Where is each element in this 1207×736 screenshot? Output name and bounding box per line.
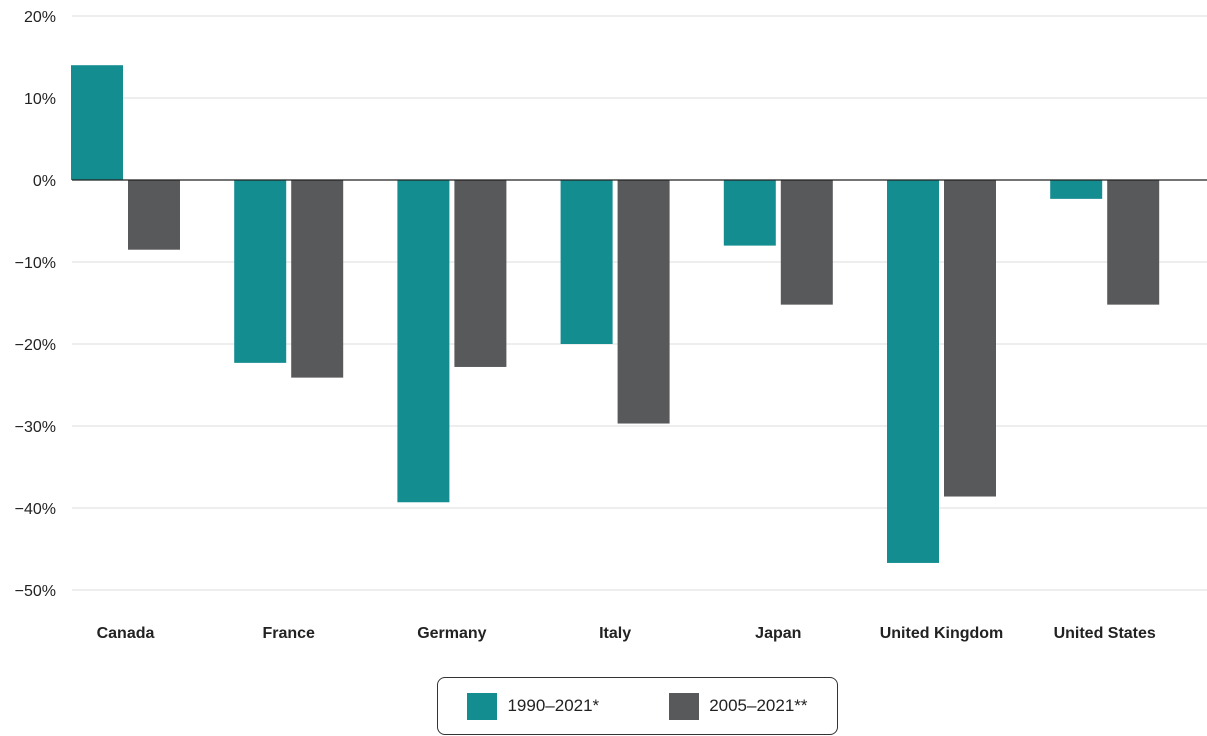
legend-item-series-1: 1990–2021*: [467, 692, 600, 720]
bar-germany-series-2: [454, 180, 507, 367]
x-category-label: United States: [1054, 625, 1156, 642]
x-category-label: Italy: [599, 625, 631, 642]
x-category-label: Germany: [417, 625, 486, 642]
y-tick-label: −20%: [15, 337, 56, 354]
legend-item-series-2: 2005–2021**: [669, 692, 808, 720]
y-tick-label: −40%: [15, 501, 56, 518]
x-axis-categories: Canada France Germany Italy Japan United King…: [97, 625, 1156, 642]
legend-label-series-2: 2005–2021**: [709, 696, 808, 715]
bar-italy-series-2: [617, 180, 670, 424]
legend-label-series-1: 1990–2021*: [507, 696, 600, 715]
legend: 1990–2021* 2005–2021**: [437, 677, 838, 735]
bar-france-series-1: [234, 180, 287, 363]
bar-canada-series-2: [128, 180, 180, 250]
y-tick-label: 0%: [33, 173, 56, 190]
y-tick-label: −30%: [15, 419, 56, 436]
x-category-label: Canada: [97, 625, 155, 642]
bar-france-series-2: [291, 180, 344, 378]
legend-swatch-series-2: [669, 692, 700, 720]
legend-swatch-series-1: [467, 692, 498, 720]
x-category-label: France: [262, 625, 315, 642]
y-axis-ticks: 20% 10% 0% −10% −20% −30% −40% −50%: [15, 9, 56, 600]
bar-united-kingdom-series-2: [944, 180, 996, 497]
bar-united-states-series-2: [1107, 180, 1160, 305]
bar-united-states-series-1: [1050, 180, 1103, 199]
bar-germany-series-1: [397, 180, 450, 503]
bar-chart: 20% 10% 0% −10% −20% −30% −40% −50% Canada Franc…: [15, 9, 1207, 642]
x-category-label: United Kingdom: [880, 625, 1004, 642]
y-tick-label: −50%: [15, 583, 56, 600]
y-tick-label: 20%: [24, 9, 56, 26]
bar-italy-series-1: [560, 180, 613, 344]
bar-canada-series-1: [71, 65, 123, 180]
y-tick-label: −10%: [15, 255, 56, 272]
x-category-label: Japan: [755, 625, 801, 642]
y-tick-label: 10%: [24, 91, 56, 108]
bar-united-kingdom-series-1: [887, 180, 939, 563]
bar-japan-series-2: [780, 180, 833, 305]
bar-japan-series-1: [723, 180, 776, 246]
bars: [71, 65, 1160, 563]
